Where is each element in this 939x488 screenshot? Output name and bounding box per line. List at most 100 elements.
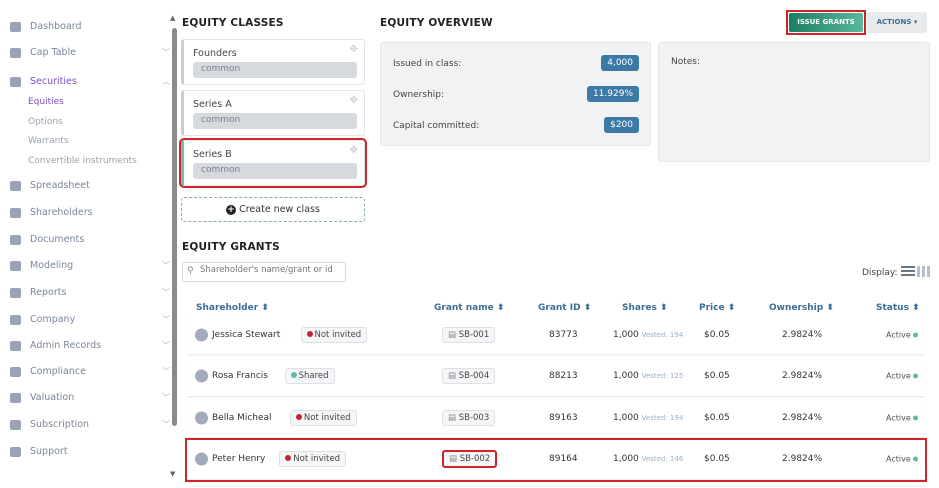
chevron-down-icon[interactable]: ﹀ (162, 367, 170, 376)
chevron-down-icon[interactable]: ﹀ (162, 48, 170, 57)
class-name: Series B (193, 149, 232, 160)
sort-icon[interactable]: ⬍ (496, 303, 505, 313)
grant-name-badge[interactable]: ▤ SB-001 (442, 326, 496, 343)
sidebar-item-subscription[interactable]: Subscription ﹀ (10, 419, 170, 430)
sidebar-subitem-equities[interactable]: Equities (28, 97, 64, 107)
sidebar-item-reports[interactable]: Reports ﹀ (10, 287, 170, 298)
sidebar-item-label: Compliance (30, 366, 86, 377)
sidebar-item-documents[interactable]: Documents (10, 234, 170, 245)
search-input[interactable] (200, 265, 343, 275)
scroll-down-icon[interactable]: ▼ (170, 470, 176, 478)
sort-icon[interactable]: ⬍ (261, 303, 269, 313)
equity-class-card[interactable]: Series A ✥ common (181, 90, 365, 136)
sidebar-item-modeling[interactable]: Modeling ﹀ (10, 260, 170, 271)
shares-value: 1,000 (613, 412, 639, 423)
sidebar-item-spreadsheet[interactable]: Spreadsheet (10, 180, 170, 191)
vested-value: Vested: 194 (641, 330, 684, 339)
sidebar-item-label: Valuation (30, 392, 75, 403)
sidebar-item-compliance[interactable]: Compliance ﹀ (10, 366, 170, 377)
list-view-icon[interactable] (901, 266, 915, 277)
notes-panel[interactable]: Notes: (658, 42, 930, 162)
drag-handle-icon[interactable]: ✥ (349, 145, 358, 156)
chevron-down-icon[interactable]: ﹀ (162, 341, 170, 350)
ownership: 2.9824% (782, 371, 823, 381)
chevron-up-icon[interactable]: ︿ (162, 77, 170, 86)
capital-value: $200 (604, 117, 639, 133)
sidebar-item-admin-records[interactable]: Admin Records ﹀ (10, 340, 170, 351)
class-type-tag: common (193, 113, 357, 129)
sidebar-item-cap-table[interactable]: Cap Table ﹀ (10, 47, 170, 58)
sidebar-item-securities[interactable]: Securities ︿ (10, 76, 170, 87)
status-dot-icon (913, 332, 919, 337)
table-row[interactable]: Jessica Stewart Not invited ▤ SB-001 837… (187, 315, 925, 355)
chevron-down-icon[interactable]: ﹀ (162, 315, 170, 324)
column-header-ownership[interactable]: Ownership ⬍ (769, 303, 834, 313)
display-label: Display: (862, 268, 898, 278)
avatar-icon (195, 411, 208, 424)
chevron-down-icon[interactable]: ﹀ (162, 261, 170, 270)
equity-classes-title: EQUITY CLASSES (182, 17, 284, 29)
status-label: Active (886, 454, 911, 464)
grant-name-badge[interactable]: ▤ SB-003 (442, 409, 496, 426)
sidebar-item-label: Subscription (30, 419, 90, 430)
sidebar-item-label: Spreadsheet (30, 180, 90, 191)
column-header-shares[interactable]: Shares ⬍ (622, 303, 668, 313)
chevron-down-icon[interactable]: ﹀ (162, 393, 170, 402)
shareholder-name[interactable]: Bella Micheal (212, 412, 272, 423)
sidebar-subitem-convertible-instruments[interactable]: Convertible instruments (28, 156, 137, 167)
sidebar-item-support[interactable]: Support (10, 446, 170, 457)
sidebar-item-company[interactable]: Company ﹀ (10, 314, 170, 325)
sort-icon[interactable]: ⬍ (912, 303, 920, 313)
scrollbar[interactable]: ▲ ▼ (170, 14, 178, 480)
issued-value: 4,000 (601, 55, 639, 71)
scroll-up-icon[interactable]: ▲ (170, 14, 176, 22)
shareholder-name[interactable]: Rosa Francis (212, 371, 268, 381)
shares-cell: 1,000 Vested: 194 (613, 330, 683, 340)
sort-icon[interactable]: ⬍ (826, 303, 834, 313)
column-label: Status (876, 303, 909, 313)
column-header-grant-id[interactable]: Grant ID ⬍ (538, 303, 591, 313)
sort-icon[interactable]: ⬍ (660, 303, 668, 313)
column-header-grant-name[interactable]: Grant name ⬍ (434, 303, 504, 313)
grid-view-icon[interactable] (917, 266, 931, 277)
grant-name: SB-001 (458, 329, 490, 340)
sort-icon[interactable]: ⬍ (583, 303, 592, 313)
plus-circle-icon: + (226, 205, 237, 215)
drag-handle-icon[interactable]: ✥ (349, 44, 358, 55)
create-new-class-button[interactable]: + Create new class (181, 197, 365, 222)
ownership-value: 11.929% (586, 86, 639, 102)
shareholder-name[interactable]: Jessica Stewart (212, 329, 281, 340)
grant-name-badge[interactable]: ▤ SB-002 (442, 450, 498, 468)
sidebar-item-label: Reports (30, 287, 67, 298)
sidebar-item-shareholders[interactable]: Shareholders (10, 207, 170, 218)
column-header-status[interactable]: Status ⬍ (876, 303, 920, 313)
table-row[interactable]: Rosa Francis Shared ▤ SB-004 88213 1,000… (187, 356, 925, 397)
price: $0.05 (704, 371, 730, 381)
sort-icon[interactable]: ⬍ (727, 303, 736, 313)
capital-label: Capital committed: (393, 121, 480, 131)
sidebar-subitem-options[interactable]: Options (28, 116, 63, 127)
column-label: Shares (622, 303, 657, 313)
issue-grants-button[interactable]: ISSUE GRANTS (789, 13, 863, 32)
shareholder-name[interactable]: Peter Henry (212, 454, 266, 464)
support-icon (10, 446, 21, 457)
scroll-thumb[interactable] (172, 28, 177, 426)
column-header-price[interactable]: Price ⬍ (699, 303, 735, 313)
shares-cell: 1,000 Vested: 146 (613, 454, 683, 464)
sidebar-item-valuation[interactable]: Valuation ﹀ (10, 392, 170, 403)
equity-class-card[interactable]: Series B ✥ common (179, 138, 367, 188)
chevron-down-icon[interactable]: ﹀ (162, 288, 170, 297)
search-input-wrapper[interactable]: ⚲ (182, 262, 346, 282)
column-header-shareholder[interactable]: Shareholder ⬍ (196, 303, 269, 313)
table-row[interactable]: Peter Henry Not invited ▤ SB-002 89164 1… (185, 437, 927, 482)
sidebar-subitem-warrants[interactable]: Warrants (28, 136, 69, 147)
chevron-down-icon[interactable]: ﹀ (162, 420, 170, 429)
building-icon (10, 314, 21, 325)
sidebar-item-dashboard[interactable]: Dashboard (10, 21, 170, 32)
table-row[interactable]: Bella Micheal Not invited ▤ SB-003 89163… (187, 398, 925, 438)
drag-handle-icon[interactable]: ✥ (349, 95, 358, 106)
invite-status-label: Shared (298, 371, 329, 381)
actions-dropdown[interactable]: ACTIONS ▾ (867, 12, 927, 33)
equity-class-card[interactable]: Founders ✥ common (181, 39, 365, 85)
grant-name-badge[interactable]: ▤ SB-004 (442, 368, 496, 384)
